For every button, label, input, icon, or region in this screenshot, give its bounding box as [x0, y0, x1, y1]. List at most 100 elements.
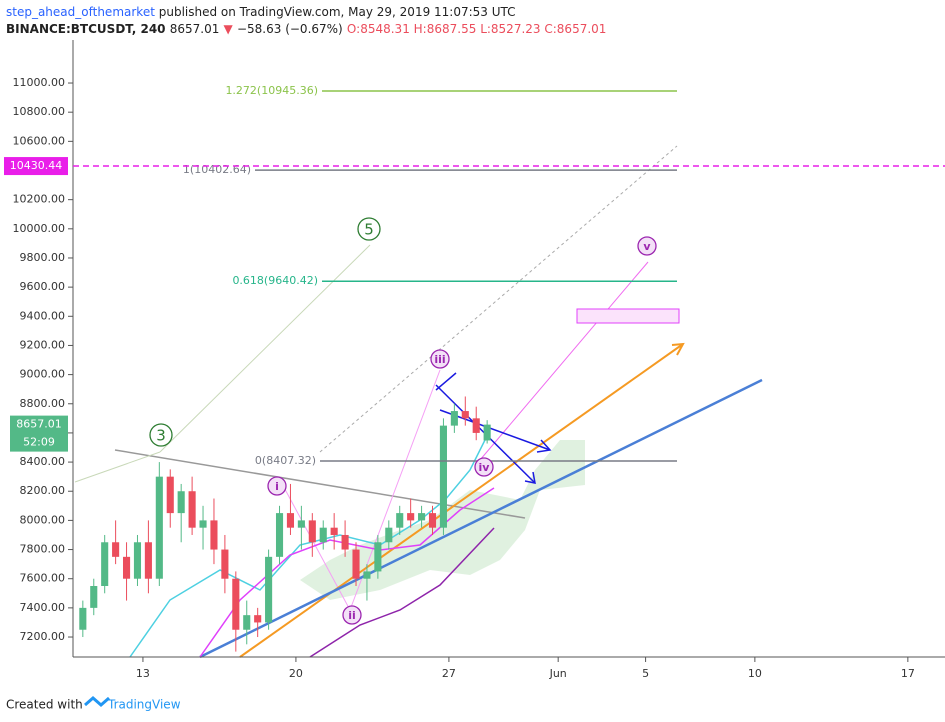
candle-body: [352, 549, 360, 579]
candle-body: [407, 513, 415, 521]
header-line-2: BINANCE:BTCUSDT, 240 8657.01 ▼ −58.63 (−…: [6, 22, 606, 36]
c: C:8657.01: [544, 22, 607, 36]
candle-body: [199, 520, 207, 528]
y-tick-label: 8400.00: [20, 455, 66, 468]
candle-body: [330, 527, 338, 535]
candle-body: [308, 520, 316, 543]
candle-body: [79, 607, 87, 630]
candle-body: [439, 425, 447, 528]
y-tick-label: 9000.00: [20, 368, 66, 381]
candle-body: [221, 549, 229, 579]
candle-body: [144, 542, 152, 579]
change: −58.63 (−0.67%): [236, 22, 343, 36]
y-tick-label: 7400.00: [20, 601, 66, 614]
candle-body: [483, 424, 491, 441]
price-line-tag: [4, 157, 68, 176]
fib-diagonal: [319, 145, 678, 453]
logo: [84, 696, 110, 707]
candle-body: [428, 513, 437, 528]
price-line-label: 10430.44: [10, 159, 63, 172]
x-tick-label: 10: [748, 667, 762, 680]
trendline-blue: [199, 378, 763, 659]
arrow-line: [439, 409, 551, 451]
x-tick-label: 5: [642, 667, 649, 680]
y-tick-label: 8800.00: [20, 397, 66, 410]
arrowhead: [536, 439, 552, 453]
x-tick-label: 13: [136, 667, 150, 680]
trendline-orange: [239, 343, 684, 658]
candle-body: [112, 542, 120, 557]
ma-purple: [309, 527, 495, 658]
ma-magenta: [199, 487, 495, 658]
candle-body: [188, 491, 196, 528]
candle-body: [286, 513, 295, 528]
candle-body: [133, 542, 142, 579]
y-tick-label: 8200.00: [20, 484, 66, 497]
projection-line: [349, 369, 441, 611]
arrow-line: [435, 372, 457, 391]
candle-body: [122, 556, 131, 579]
candle-body: [232, 578, 240, 630]
triangle-line: [114, 449, 526, 519]
wave-circle: [267, 476, 287, 496]
candle-body: [155, 476, 163, 579]
candle-body: [243, 615, 251, 630]
wave-label: iv: [479, 461, 491, 474]
countdown: 52:09: [23, 436, 55, 449]
y-tick-label: 10800.00: [13, 105, 66, 118]
h: H:8687.55: [413, 22, 477, 36]
candle-body: [396, 513, 404, 528]
candle-body: [319, 527, 327, 543]
y-tick-label: 10200.00: [13, 193, 66, 206]
symbol: BINANCE:BTCUSDT, 240: [6, 22, 166, 36]
wave-circle: [357, 217, 381, 241]
y-tick-label: 8000.00: [20, 513, 66, 526]
candle-body: [101, 542, 109, 587]
y-tick-label: 10000.00: [13, 222, 66, 235]
footer-brand: TradingView: [107, 698, 181, 712]
y-tick-label: 11000.00: [13, 76, 66, 89]
target-box: [576, 308, 680, 324]
wave-label: 5: [364, 221, 374, 239]
wave-label: iii: [434, 353, 445, 366]
wave-line: [159, 244, 371, 453]
y-tick-label: 7600.00: [20, 572, 66, 585]
plot-bg: [73, 40, 945, 657]
candle-body: [177, 491, 185, 514]
candle-body: [90, 586, 98, 608]
fib-label: 0(8407.32): [255, 454, 316, 467]
y-tick-label: 9400.00: [20, 309, 66, 322]
wave-circle: [637, 236, 657, 256]
wave-label: 3: [156, 427, 166, 445]
wave-line: [74, 451, 161, 483]
y-tick-label: 9200.00: [20, 338, 66, 351]
x-tick-label: 20: [289, 667, 303, 680]
fib-label: 1(10402.64): [183, 163, 251, 176]
last: 8657.01: [169, 22, 220, 36]
axis-bg: [0, 40, 73, 657]
arrow: ▼: [223, 22, 233, 36]
last-price-label: 8657.01: [16, 418, 62, 431]
candle-body: [297, 520, 305, 528]
projection-line: [479, 261, 649, 461]
x-tick-label: 17: [901, 667, 915, 680]
o: O:8548.31: [346, 22, 410, 36]
wave-circle: [474, 457, 494, 477]
candle-body: [385, 527, 393, 543]
candle-body: [418, 513, 426, 521]
ohlc: O:8548.31 H:8687.55 L:8527.23 C:8657.01: [347, 22, 607, 36]
wave-circle: [430, 349, 450, 369]
wave-label: v: [643, 240, 651, 253]
fib-label: 1.272(10945.36): [225, 84, 318, 97]
header-line-1: step_ahead_ofthemarket published on Trad…: [6, 5, 516, 19]
y-tick-label: 7200.00: [20, 630, 66, 643]
last-price-tag: [10, 415, 68, 452]
footer-created: Created with: [6, 698, 83, 712]
candle-body: [210, 520, 218, 550]
wave-label: ii: [348, 609, 356, 622]
y-tick-label: 7800.00: [20, 543, 66, 556]
x-tick-label: Jun: [549, 667, 567, 680]
l: L:8527.23: [480, 22, 541, 36]
x-tick-label: 27: [442, 667, 456, 680]
